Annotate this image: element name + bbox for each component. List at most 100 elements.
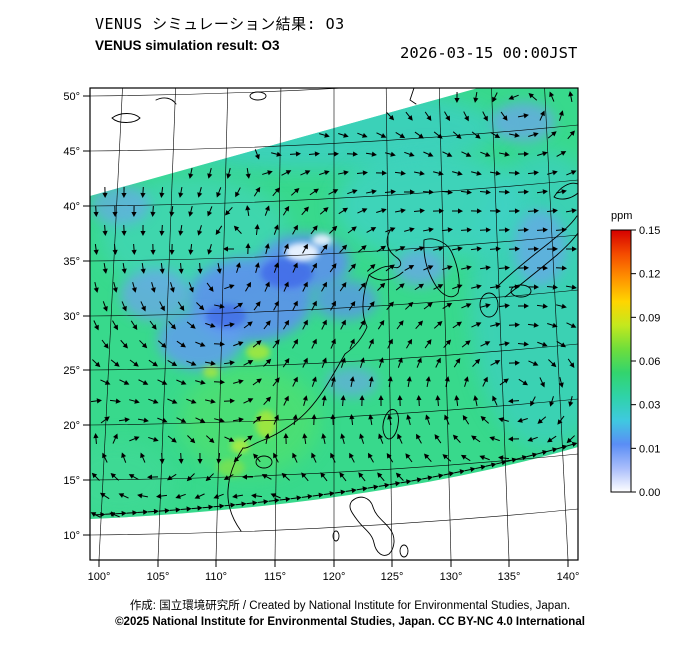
wind-arrow (452, 434, 461, 443)
credit-text: 作成: 国立環境研究所 / Created by National Instit… (129, 600, 571, 612)
wind-arrow (394, 208, 406, 214)
wind-arrow (263, 396, 272, 406)
wind-arrow (283, 281, 289, 292)
wind-arrow (321, 319, 327, 330)
wind-arrow (385, 264, 395, 272)
lon-tick-label: 115° (264, 571, 286, 583)
colorbar-tick-label: 0.09 (639, 312, 660, 324)
wind-arrow (112, 282, 118, 293)
wind-arrow (424, 339, 432, 349)
wind-arrow (272, 187, 280, 197)
wind-arrow (91, 472, 100, 481)
wind-arrow (425, 376, 431, 388)
wind-arrow (377, 472, 385, 482)
wind-arrow (406, 376, 412, 388)
wind-arrow (169, 282, 175, 293)
wind-arrow (485, 462, 497, 468)
wind-arrow (309, 188, 319, 196)
wind-arrow (433, 246, 444, 252)
wind-arrow (508, 322, 520, 328)
field-patch (246, 344, 270, 360)
wind-arrow (292, 224, 298, 235)
wind-arrow (423, 265, 434, 271)
wind-arrow (397, 395, 403, 407)
wind-arrow (292, 414, 298, 426)
coastline-taiwan (382, 408, 399, 440)
field-patch (90, 440, 175, 519)
field-patch (394, 250, 446, 286)
wind-arrow (243, 435, 253, 443)
wind-arrow (377, 319, 385, 330)
wind-arrow (242, 474, 254, 480)
wind-arrow (169, 507, 181, 513)
wind-arrow (130, 320, 138, 331)
wind-arrow (235, 262, 241, 273)
wind-arrow (330, 376, 336, 387)
wind-arrow (131, 282, 137, 293)
lake-outline-3 (249, 91, 267, 101)
wind-arrow (118, 417, 130, 423)
wind-arrow (441, 189, 453, 195)
wind-arrow (482, 376, 488, 387)
meridian-line (215, 88, 229, 560)
wind-arrow (93, 282, 99, 293)
wind-arrow (368, 414, 374, 426)
wind-arrow (290, 187, 300, 196)
wind-arrow (508, 208, 520, 214)
colorbar-unit-label: ppm (611, 210, 632, 222)
wind-arrow (479, 265, 491, 271)
wind-arrow (339, 282, 347, 292)
wind-arrow (349, 452, 355, 463)
wind-arrow (498, 303, 510, 309)
wind-arrow (568, 91, 574, 103)
wind-arrow (517, 113, 529, 119)
coastline-hokkaido (553, 182, 578, 200)
wind-arrow (253, 453, 261, 463)
wind-arrow (100, 416, 110, 424)
wind-arrow (235, 187, 241, 198)
wind-arrow (473, 395, 479, 406)
wind-arrow (311, 300, 317, 311)
wind-arrow (470, 208, 482, 214)
lat-tick-label: 50° (63, 91, 80, 103)
wind-arrow (301, 493, 313, 500)
wind-arrow (245, 167, 251, 179)
wind-arrow (547, 435, 557, 443)
wind-arrow (282, 205, 290, 216)
wind-arrow (147, 474, 159, 480)
wind-arrow (471, 170, 482, 176)
wind-arrow (404, 151, 415, 157)
wind-arrow (178, 262, 184, 274)
wind-arrow (301, 206, 309, 216)
wind-arrow (368, 452, 374, 463)
colorbar: ppm 0.15 0.12 0.09 0.06 0.03 0.01 0.00 (610, 210, 660, 499)
wind-arrow (102, 262, 108, 274)
wind-arrow (480, 341, 491, 347)
wind-arrow (243, 321, 253, 329)
wind-arrow (112, 205, 118, 217)
wind-arrow (405, 111, 413, 121)
lake-outline-2 (155, 97, 177, 105)
wind-arrow (357, 245, 367, 253)
lat-tick-label: 15° (63, 475, 80, 487)
wind-arrow (159, 186, 165, 198)
wind-arrow (92, 359, 101, 368)
wind-arrow (517, 265, 529, 271)
wind-arrow (498, 189, 510, 195)
lat-tick-label: 20° (63, 420, 80, 432)
wind-arrow (157, 340, 167, 348)
wind-arrow (196, 302, 205, 311)
wind-arrow (223, 322, 235, 328)
wind-arrow (330, 414, 336, 426)
colorbar-tick-label: 0.01 (639, 443, 660, 455)
wind-arrow (121, 186, 127, 198)
wind-arrow (433, 170, 444, 176)
wind-arrow (129, 359, 139, 367)
wind-arrow (441, 227, 453, 233)
wind-arrow (140, 224, 146, 236)
wind-arrow (376, 245, 387, 253)
wind-arrow (233, 454, 242, 463)
wind-arrow (357, 208, 368, 214)
wind-arrow (243, 398, 254, 404)
wind-arrow (207, 168, 213, 179)
